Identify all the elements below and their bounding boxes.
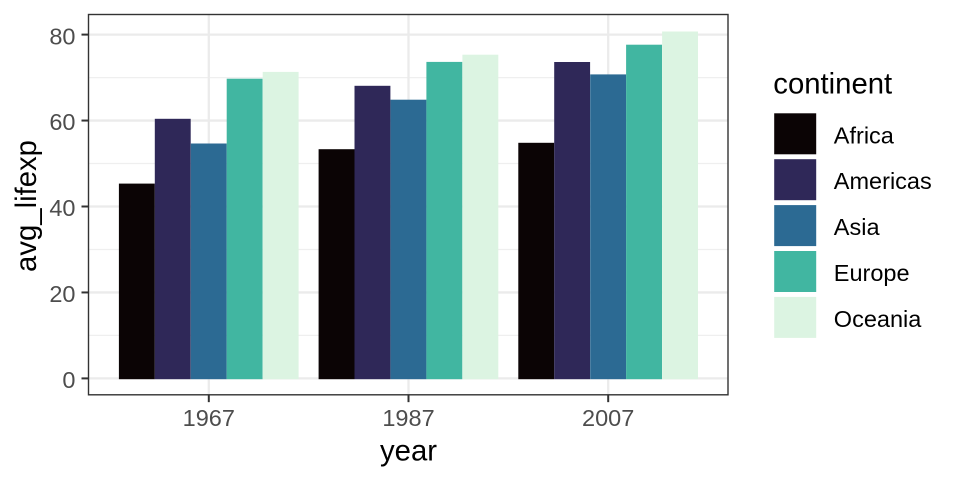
svg-text:2007: 2007: [582, 405, 634, 431]
svg-text:0: 0: [62, 367, 75, 393]
svg-text:80: 80: [49, 23, 75, 49]
svg-text:avg_lifexp: avg_lifexp: [10, 140, 43, 272]
svg-text:1987: 1987: [382, 405, 434, 431]
svg-text:year: year: [380, 434, 437, 467]
svg-text:Europe: Europe: [834, 260, 910, 286]
svg-text:Oceania: Oceania: [834, 306, 922, 332]
svg-text:20: 20: [49, 281, 75, 307]
svg-text:40: 40: [49, 195, 75, 221]
svg-text:continent: continent: [773, 68, 892, 101]
svg-text:1967: 1967: [183, 405, 235, 431]
svg-text:Americas: Americas: [834, 168, 932, 194]
svg-text:Asia: Asia: [834, 214, 881, 240]
svg-text:Africa: Africa: [834, 122, 895, 148]
svg-text:60: 60: [49, 109, 75, 135]
